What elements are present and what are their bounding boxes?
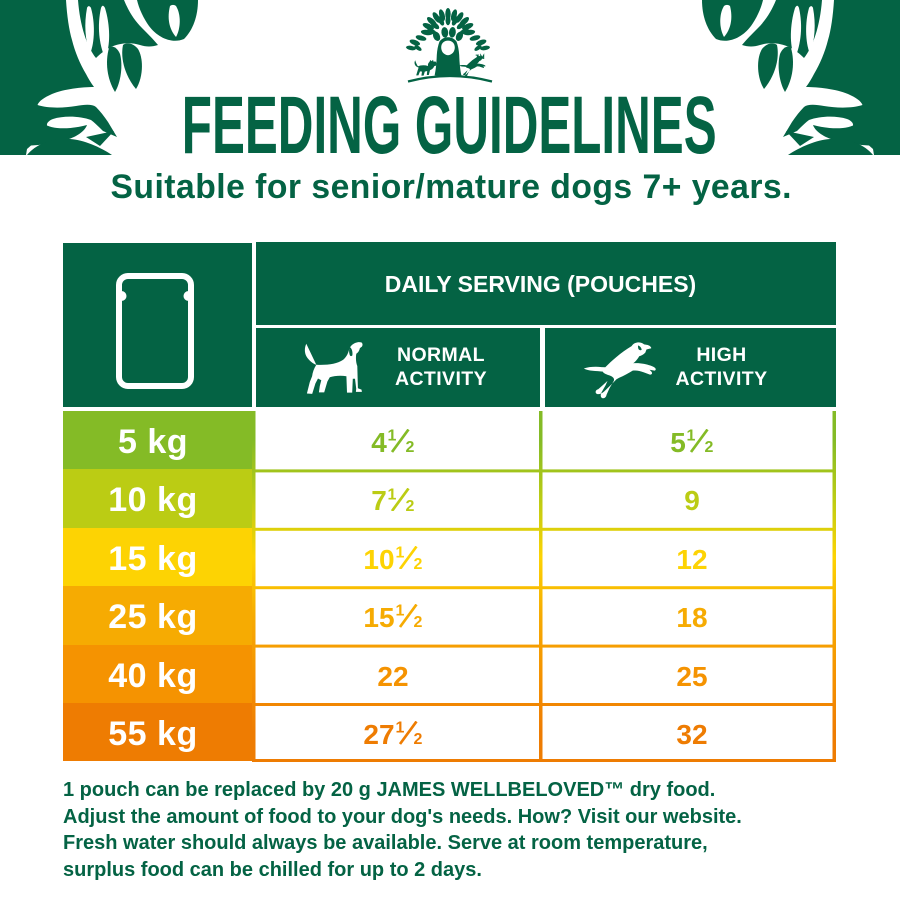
- svg-text:1: 1: [395, 721, 404, 736]
- svg-text:1: 1: [395, 604, 404, 619]
- svg-text:1: 1: [686, 429, 695, 444]
- svg-text:2: 2: [405, 498, 414, 511]
- svg-text:2: 2: [413, 731, 422, 744]
- svg-text:2: 2: [704, 439, 713, 452]
- svg-text:2: 2: [413, 556, 422, 569]
- svg-text:1: 1: [387, 488, 396, 503]
- svg-text:2: 2: [405, 439, 414, 452]
- svg-text:1: 1: [395, 546, 404, 561]
- svg-text:1: 1: [387, 429, 396, 444]
- svg-text:2: 2: [413, 614, 422, 627]
